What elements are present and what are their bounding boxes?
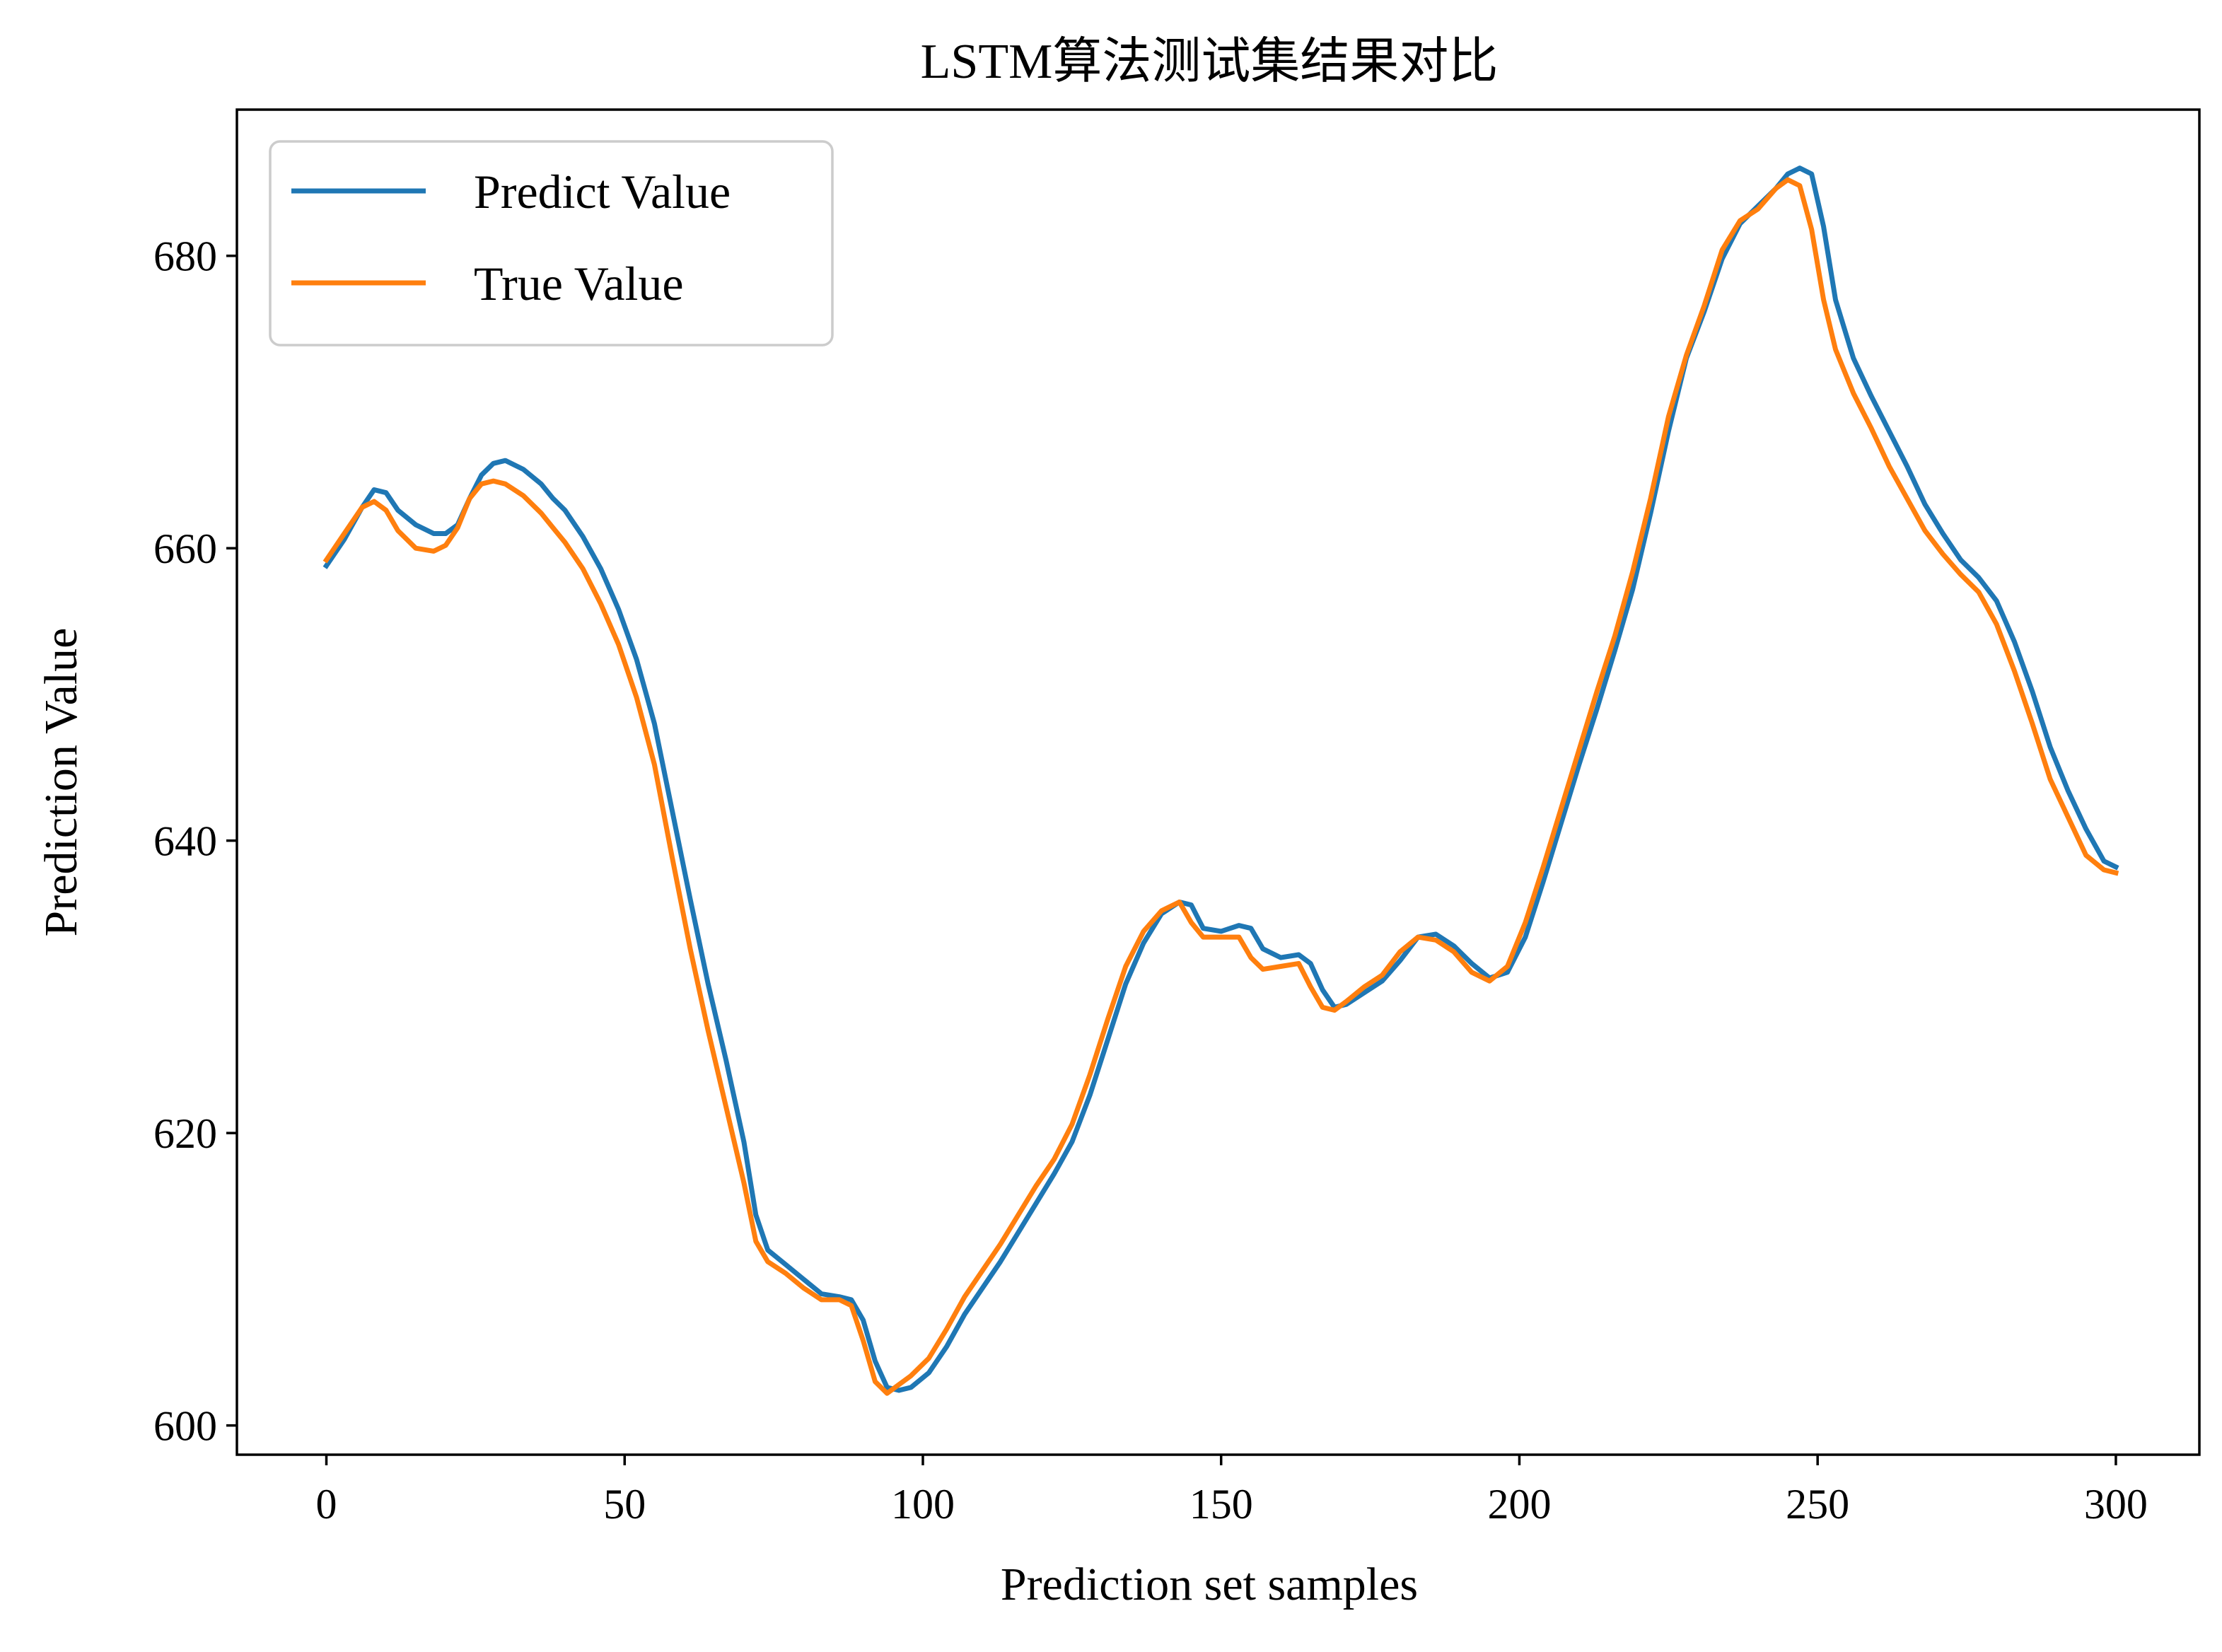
y-tick-label: 620 <box>153 1110 217 1157</box>
series-line-true <box>322 177 2119 1396</box>
x-tick-label: 100 <box>891 1481 955 1528</box>
legend: Predict Value True Value <box>269 140 834 347</box>
series-layer <box>322 165 2119 1396</box>
legend-label-true: True Value <box>474 257 684 310</box>
x-tick-label: 150 <box>1189 1481 1253 1528</box>
y-tick-label: 600 <box>153 1403 217 1450</box>
x-axis-label: Prediction set samples <box>1001 1559 1418 1610</box>
x-tick-label: 300 <box>2084 1481 2148 1528</box>
y-tick-label: 660 <box>153 525 217 572</box>
x-axis: 0 50 100 150 200 250 300 <box>316 1455 2148 1528</box>
y-tick-label: 640 <box>153 818 217 865</box>
y-axis: 600 620 640 660 680 <box>153 233 237 1450</box>
x-tick-label: 50 <box>603 1481 646 1528</box>
chart-title: LSTM算法测试集结果对比 <box>921 35 1499 89</box>
series-line-predict <box>322 165 2119 1393</box>
legend-label-predict: Predict Value <box>474 165 731 219</box>
x-tick-label: 0 <box>316 1481 337 1528</box>
x-tick-label: 200 <box>1487 1481 1551 1528</box>
y-tick-label: 680 <box>153 233 217 280</box>
y-axis-label: Prediction Value <box>35 628 87 937</box>
plot-frame <box>235 108 2201 1456</box>
x-tick-label: 250 <box>1786 1481 1849 1528</box>
